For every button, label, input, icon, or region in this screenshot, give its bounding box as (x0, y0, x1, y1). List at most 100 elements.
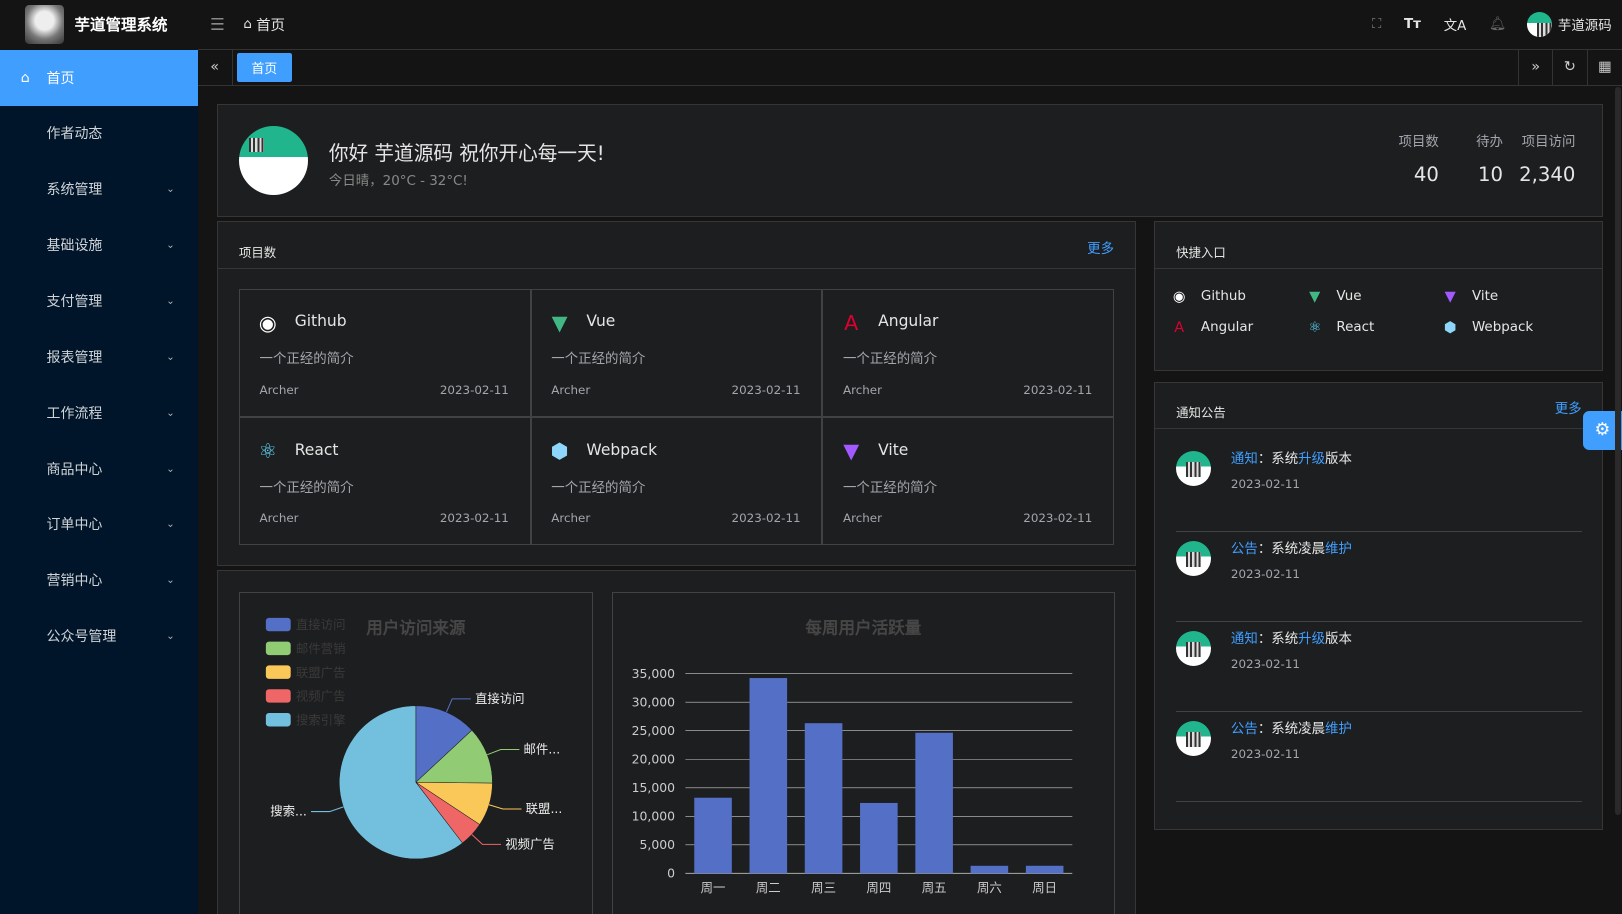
shortcuts-card: 快捷入口 ◉ Github ▼ Vue ▼ Vite A Angular ⚛ React ⬢ Webp… (1154, 221, 1604, 372)
y-tick-label: 20,000 (632, 751, 676, 766)
sidebar-item-label: 报表管理 (46, 349, 103, 366)
sidebar-item-5[interactable]: 报表管理 ⌄ (0, 329, 198, 385)
project-card[interactable]: ⚛ React 一个正经的简介 Archer 2023-02-11 (238, 416, 531, 546)
project-card[interactable]: ▼ Vite 一个正经的简介 Archer 2023-02-11 (822, 416, 1114, 546)
legend-label: 邮件营销 (296, 641, 346, 656)
pie-slice-label: 直接访问 (475, 691, 525, 706)
sidebar-item-label: 基础设施 (46, 238, 103, 255)
sidebar-item-2[interactable]: 系统管理 ⌄ (0, 161, 198, 217)
scroll-right-icon[interactable]: » (1517, 49, 1553, 85)
notice-sep: ： (1257, 631, 1272, 647)
project-author: Archer (842, 510, 882, 525)
sidebar-item-7[interactable]: 商品中心 ⌄ (0, 441, 198, 497)
bar-chart: 每周用户活跃量 0 5,000 10,000 15,000 20,000 25,000 30,… (632, 617, 1073, 895)
legend-label: 联盟广告 (296, 664, 346, 679)
project-name: React (294, 440, 339, 459)
project-desc: 一个正经的简介 (842, 480, 938, 496)
sidebar-item-0[interactable]: ⌂ 首页 (0, 49, 198, 106)
chevron-down-icon: ⌄ (166, 630, 175, 643)
pie-slice-label: 联盟... (526, 801, 563, 816)
sidebar-item-label: 首页 (46, 70, 75, 87)
shortcut-react[interactable]: ⚛ React (1305, 320, 1374, 336)
y-tick-label: 25,000 (632, 723, 676, 738)
sidebar-item-10[interactable]: 公众号管理 ⌄ (0, 608, 198, 664)
bell-icon[interactable]: 🔔︎ (1489, 16, 1507, 32)
scroll-left-icon[interactable]: « (198, 49, 233, 85)
shortcut-vue[interactable]: ▼ Vue (1305, 289, 1361, 305)
notice-highlight: 维护 (1325, 541, 1352, 557)
weather: 今日晴，20°C - 32°C! (328, 173, 468, 189)
project-card[interactable]: ⬢ Webpack 一个正经的简介 Archer 2023-02-11 (530, 416, 823, 546)
notice-item[interactable]: 通知：系统升级版本 2023-02-11 (1176, 441, 1582, 532)
project-name: Vite (878, 440, 909, 459)
shortcut-vite[interactable]: ▼ Vite (1441, 289, 1498, 305)
menu-collapse-icon[interactable]: ☰ (209, 14, 225, 34)
notice-avatar (1176, 630, 1212, 667)
legend-label: 搜索引擎 (296, 712, 346, 727)
sidebar-item-label: 系统管理 (46, 182, 103, 199)
sidebar-item-8[interactable]: 订单中心 ⌄ (0, 497, 198, 553)
notice-type[interactable]: 通知 (1230, 451, 1258, 467)
greeting: 你好 芋道源码 祝你开心每一天! (328, 141, 605, 165)
chevron-down-icon: ⌄ (166, 350, 175, 363)
chevron-down-icon: ⌄ (166, 406, 175, 419)
refresh-icon[interactable]: ↻ (1551, 49, 1587, 85)
notice-type[interactable]: 通知 (1230, 631, 1258, 647)
shortcut-webpack[interactable]: ⬢ Webpack (1441, 320, 1533, 336)
sidebar-item-1[interactable]: 作者动态 (0, 106, 198, 162)
pie-label-line (488, 803, 522, 810)
charts-card: 用户访问来源 直接访问 邮件营销 联盟广告 视频广告 搜索引擎 直接访问 邮件... 联盟...… (217, 569, 1136, 914)
notice-item[interactable]: 通知：系统升级版本 2023-02-11 (1176, 621, 1582, 712)
user-name[interactable]: 芋道源码 (1557, 19, 1612, 35)
notice-sep: ： (1257, 721, 1272, 737)
sidebar-item-6[interactable]: 工作流程 ⌄ (0, 385, 198, 441)
vue-icon: ▼ (551, 310, 568, 335)
tab-home[interactable]: 首页 (236, 52, 292, 82)
breadcrumb[interactable]: 首页 (256, 17, 286, 34)
angular-icon: A (844, 310, 859, 335)
notice-date: 2023-02-11 (1230, 746, 1300, 761)
scrollbar[interactable] (1614, 86, 1621, 816)
notice-type[interactable]: 公告 (1230, 721, 1258, 737)
project-card[interactable]: A Angular 一个正经的简介 Archer 2023-02-11 (822, 288, 1114, 417)
project-card[interactable]: ▼ Vue 一个正经的简介 Archer 2023-02-11 (530, 288, 823, 417)
pie-slice (415, 705, 473, 783)
x-tick-label: 周一 (701, 880, 726, 895)
stat-value: 40 (1413, 162, 1439, 186)
app-logo: 芋道管理系统 (0, 0, 198, 49)
projects-more-link[interactable]: 更多 (1087, 241, 1115, 257)
shortcut-github[interactable]: ◉ Github (1170, 289, 1246, 305)
x-tick-label: 周日 (1033, 880, 1058, 895)
sidebar-item-label: 订单中心 (46, 517, 103, 534)
stat-label: 待办 (1476, 135, 1503, 151)
legend-swatch (265, 712, 291, 727)
pie-chart-panel: 用户访问来源 直接访问 邮件营销 联盟广告 视频广告 搜索引擎 直接访问 邮件... 联盟...… (238, 591, 593, 914)
notice-item[interactable]: 公告：系统凌晨维护 2023-02-11 (1176, 711, 1582, 802)
grid-menu-icon[interactable]: ▦ (1586, 49, 1622, 85)
sidebar-item-label: 营销中心 (46, 573, 103, 590)
react-icon: ⚛ (258, 438, 278, 463)
translate-icon[interactable]: 文A (1443, 19, 1467, 35)
x-tick-label: 周四 (867, 880, 892, 895)
sidebar-item-3[interactable]: 基础设施 ⌄ (0, 217, 198, 273)
shortcut-angular[interactable]: A Angular (1170, 320, 1253, 336)
shortcut-label: Vite (1471, 289, 1499, 305)
stat-label: 项目数 (1398, 135, 1439, 151)
notice-type[interactable]: 公告 (1230, 541, 1258, 557)
fullscreen-icon[interactable]: ⛶ (1371, 16, 1382, 32)
user-avatar[interactable] (1526, 11, 1552, 37)
sidebar-item-4[interactable]: 支付管理 ⌄ (0, 273, 198, 329)
project-author: Archer (842, 382, 882, 397)
notices-more-link[interactable]: 更多 (1554, 402, 1582, 418)
sidebar: ⌂ 首页 作者动态 系统管理 ⌄ 基础设施 ⌄ 支付管理 ⌄ 报表管理 ⌄ 工作流程 ⌄ 商品中心 ⌄ 订单中… (0, 49, 198, 914)
bar (694, 797, 733, 873)
notice-text: 系统凌晨 (1271, 721, 1326, 737)
font-size-icon[interactable]: Tт (1404, 16, 1421, 32)
project-card[interactable]: ◉ Github 一个正经的简介 Archer 2023-02-11 (238, 288, 531, 417)
sidebar-item-9[interactable]: 营销中心 ⌄ (0, 552, 198, 608)
pie-slice-label: 视频广告 (505, 836, 555, 851)
notice-item[interactable]: 公告：系统凌晨维护 2023-02-11 (1176, 531, 1582, 622)
project-desc: 一个正经的简介 (259, 352, 354, 368)
bar (915, 732, 954, 873)
x-tick-label: 周三 (811, 880, 836, 895)
